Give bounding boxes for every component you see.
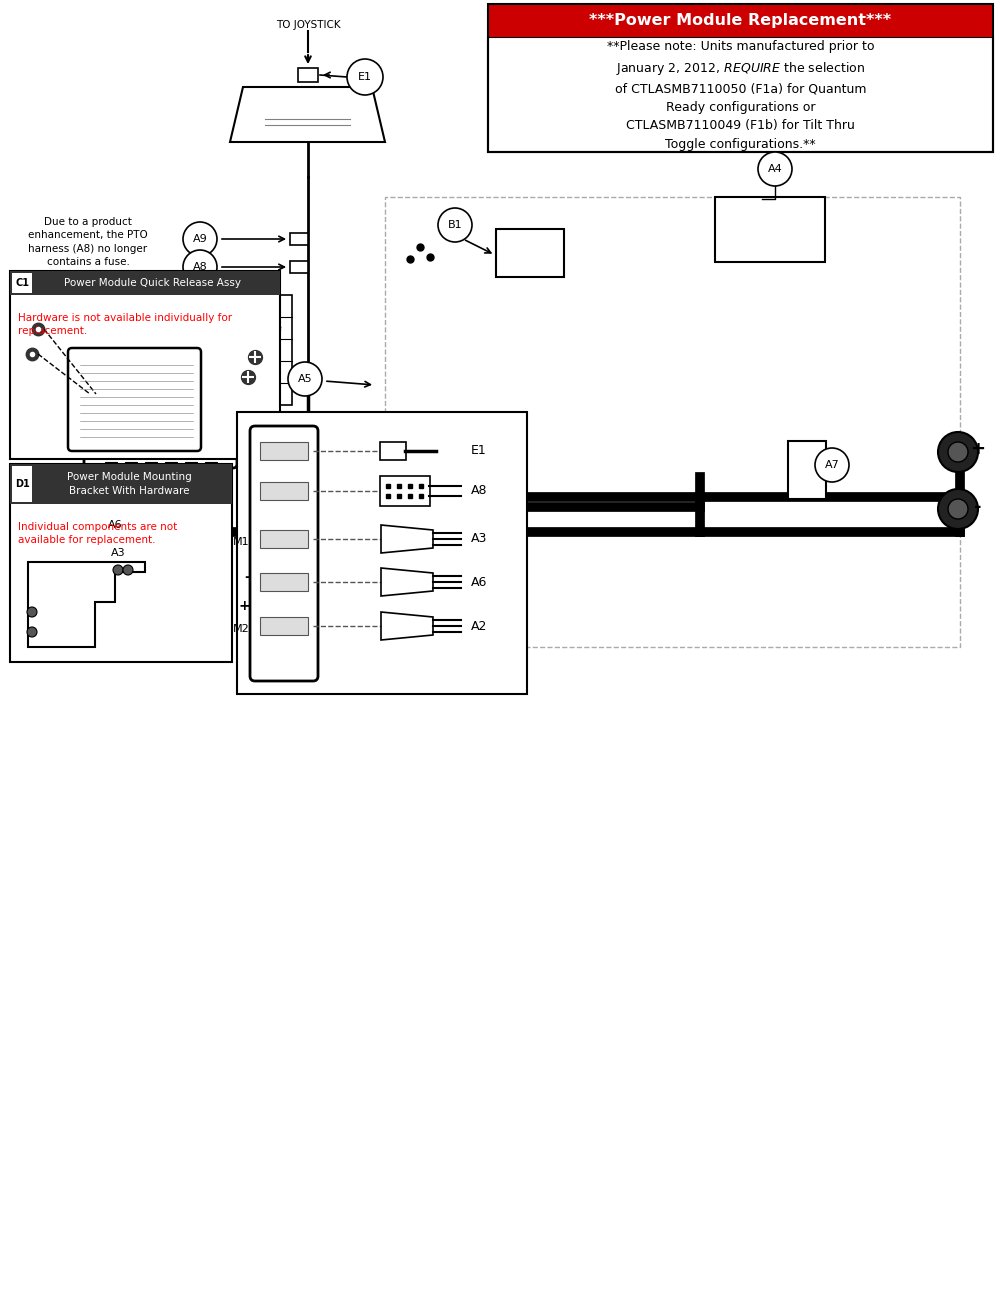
Text: Power Module Mounting
Bracket With Hardware: Power Module Mounting Bracket With Hardw…	[67, 472, 191, 495]
Text: A7: A7	[825, 460, 839, 471]
Circle shape	[98, 508, 132, 542]
Text: M1: M1	[233, 537, 250, 548]
FancyBboxPatch shape	[488, 37, 993, 152]
FancyBboxPatch shape	[290, 233, 308, 244]
Text: A4: A4	[768, 163, 782, 174]
FancyBboxPatch shape	[12, 273, 32, 293]
Circle shape	[288, 362, 322, 396]
FancyBboxPatch shape	[298, 68, 318, 82]
Text: F1b: F1b	[32, 389, 50, 399]
FancyBboxPatch shape	[10, 271, 280, 295]
Text: A8: A8	[471, 485, 488, 498]
Text: After 1/2/2012: After 1/2/2012	[197, 345, 267, 356]
Text: F1a: F1a	[32, 367, 50, 376]
Text: A2: A2	[471, 620, 487, 633]
Circle shape	[113, 565, 123, 575]
Text: Prior to 1/2/2012: Prior to 1/2/2012	[191, 367, 273, 376]
FancyBboxPatch shape	[380, 476, 430, 506]
FancyBboxPatch shape	[205, 461, 217, 471]
Text: A1a: A1a	[32, 323, 50, 333]
Text: A1b: A1b	[32, 345, 50, 356]
Text: +: +	[238, 599, 250, 613]
Circle shape	[815, 448, 849, 482]
Text: **Please note: Units manufactured prior to
January 2, 2012, $\bf{\it{REQUIRE}}$ : **Please note: Units manufactured prior …	[607, 41, 874, 150]
Text: A9: A9	[193, 234, 207, 244]
Text: A6: A6	[108, 520, 122, 531]
Text: A5: A5	[298, 374, 312, 384]
Text: Hardware is not available individually for
replacement.: Hardware is not available individually f…	[18, 312, 232, 336]
Circle shape	[938, 433, 978, 472]
FancyBboxPatch shape	[125, 461, 137, 471]
Circle shape	[758, 152, 792, 186]
FancyBboxPatch shape	[145, 461, 157, 471]
Text: After 1/2/2012: After 1/2/2012	[197, 323, 267, 333]
Text: Prior to 1/2/2012: Prior to 1/2/2012	[191, 389, 273, 399]
Text: Quantum Ready: Quantum Ready	[76, 323, 156, 333]
Circle shape	[948, 442, 968, 461]
Text: Individual components are not
available for replacement.: Individual components are not available …	[18, 521, 177, 545]
Text: Ref #: Ref #	[26, 323, 56, 333]
Circle shape	[27, 606, 37, 617]
FancyBboxPatch shape	[12, 467, 32, 502]
FancyBboxPatch shape	[165, 461, 177, 471]
Text: D1: D1	[15, 478, 29, 489]
Text: Due to a product
enhancement, the PTO
harness (A8) no longer
contains a fuse.: Due to a product enhancement, the PTO ha…	[28, 217, 148, 267]
FancyBboxPatch shape	[105, 461, 117, 471]
Text: -: -	[974, 498, 982, 516]
Text: E1: E1	[358, 72, 372, 82]
Text: -: -	[244, 570, 250, 584]
FancyBboxPatch shape	[250, 426, 318, 681]
FancyBboxPatch shape	[260, 617, 308, 635]
Text: Quantum Ready: Quantum Ready	[76, 367, 156, 376]
Circle shape	[98, 482, 132, 516]
Text: A3: A3	[471, 532, 487, 545]
Circle shape	[183, 250, 217, 284]
Circle shape	[123, 565, 133, 575]
FancyBboxPatch shape	[488, 4, 993, 37]
FancyBboxPatch shape	[715, 197, 825, 261]
FancyBboxPatch shape	[260, 572, 308, 591]
Text: Tilt thru Toggle: Tilt thru Toggle	[80, 345, 152, 356]
FancyBboxPatch shape	[260, 531, 308, 548]
FancyBboxPatch shape	[380, 442, 406, 460]
Text: C1: C1	[15, 278, 29, 288]
Text: A6: A6	[471, 575, 487, 588]
Circle shape	[938, 489, 978, 529]
Text: TO JOYSTICK: TO JOYSTICK	[276, 20, 340, 30]
FancyBboxPatch shape	[10, 464, 232, 663]
FancyBboxPatch shape	[237, 412, 527, 694]
Text: +: +	[970, 440, 986, 457]
Circle shape	[347, 59, 383, 95]
Text: E1: E1	[471, 444, 487, 457]
Text: A3: A3	[111, 548, 125, 558]
Circle shape	[948, 499, 968, 519]
Text: Power Module Quick Release Assy: Power Module Quick Release Assy	[64, 278, 242, 288]
Circle shape	[27, 627, 37, 637]
FancyBboxPatch shape	[68, 348, 201, 451]
FancyBboxPatch shape	[22, 295, 292, 405]
Text: A2: A2	[108, 494, 122, 505]
Text: ***Power Module Replacement***: ***Power Module Replacement***	[589, 13, 892, 27]
Circle shape	[183, 222, 217, 256]
FancyBboxPatch shape	[10, 464, 232, 505]
Text: Manufacture Date: Manufacture Date	[183, 323, 281, 333]
Circle shape	[438, 208, 472, 242]
Text: A8: A8	[193, 261, 207, 272]
FancyBboxPatch shape	[788, 440, 826, 499]
Text: B1: B1	[448, 220, 462, 230]
FancyBboxPatch shape	[260, 442, 308, 460]
Text: Program: Program	[92, 323, 140, 333]
FancyBboxPatch shape	[10, 271, 280, 459]
Circle shape	[101, 536, 135, 570]
Text: M2: M2	[233, 623, 250, 634]
Text: Tilt thru Toggle: Tilt thru Toggle	[80, 389, 152, 399]
FancyBboxPatch shape	[496, 229, 564, 277]
FancyBboxPatch shape	[260, 482, 308, 501]
FancyBboxPatch shape	[290, 261, 308, 273]
FancyBboxPatch shape	[84, 356, 237, 468]
FancyBboxPatch shape	[185, 461, 197, 471]
